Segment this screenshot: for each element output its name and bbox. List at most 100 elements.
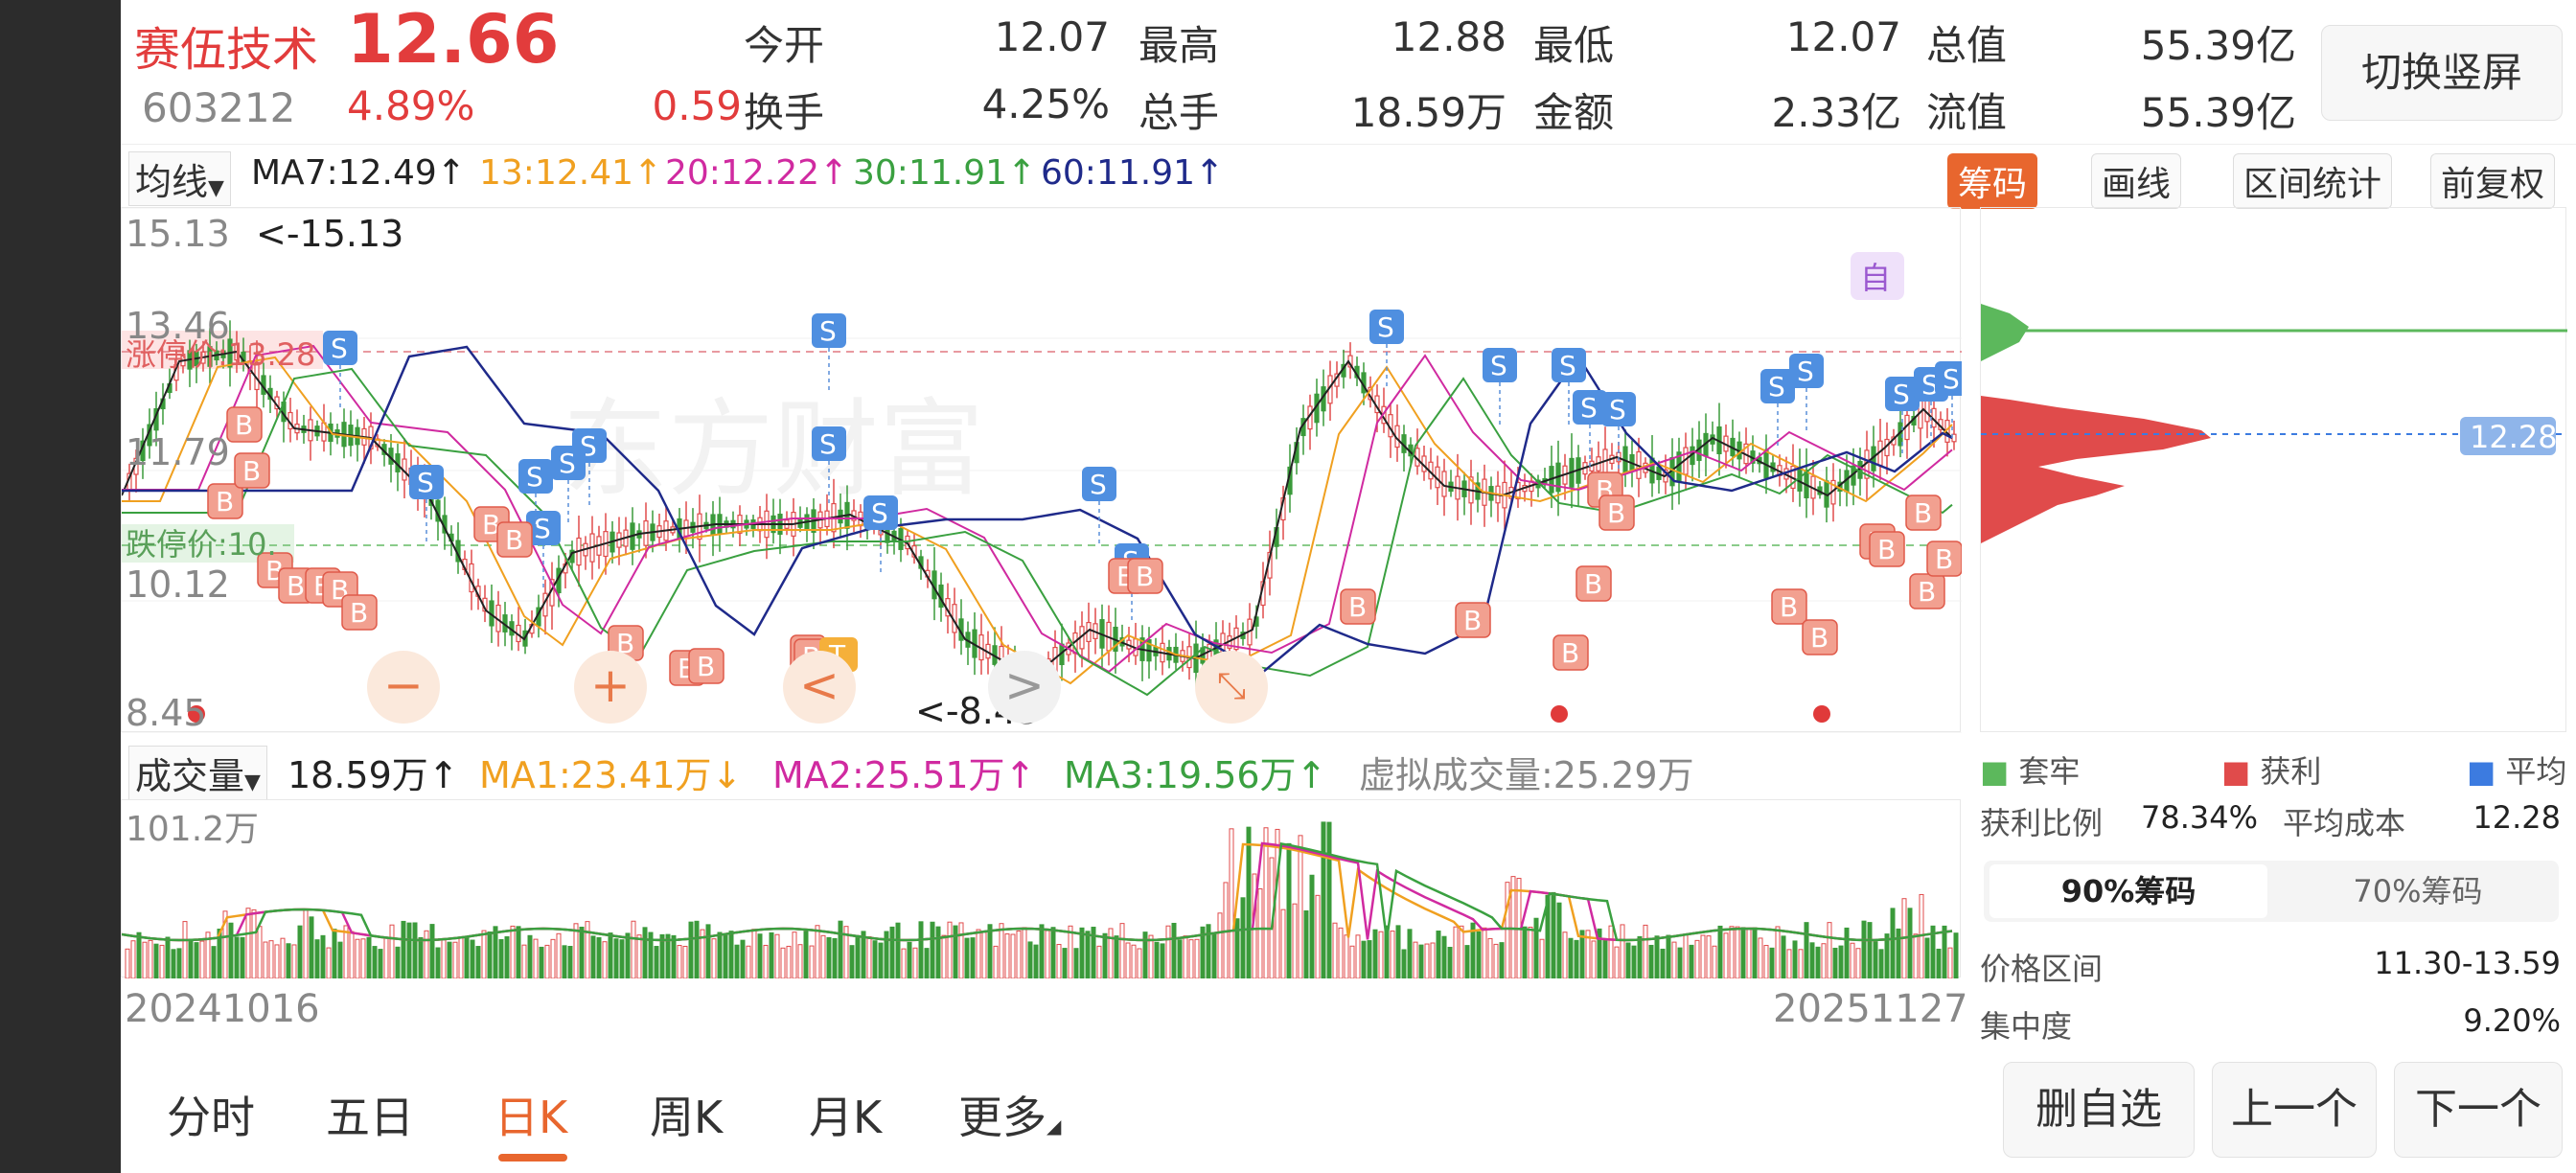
volume-bar — [786, 945, 792, 978]
ma-selector[interactable]: 均线▼ — [128, 151, 231, 206]
custom-tag: 自 — [1860, 260, 1891, 296]
volume-bar — [1165, 925, 1171, 978]
sell-signal — [518, 459, 553, 494]
volume-bar — [1131, 944, 1137, 978]
volume-bar — [751, 929, 757, 978]
previous-stock-button[interactable]: 上一个 — [2212, 1062, 2377, 1158]
virtual-volume: 虚拟成交量:25.29万 — [1359, 754, 1694, 796]
tab-weekly-k[interactable]: 周K — [650, 1092, 724, 1143]
volume-bar — [832, 937, 838, 978]
volume-bar — [1896, 928, 1901, 978]
buy-signal-label: B — [505, 524, 523, 556]
volume-selector[interactable]: 成交量▼ — [128, 746, 267, 800]
buy-signal — [1771, 588, 1807, 625]
buy-signal-label: B — [1561, 637, 1579, 669]
tab-70-chips[interactable]: 70%筹码 — [2353, 873, 2483, 909]
volume-bar — [372, 946, 378, 978]
price-range-value: 11.30-13.59 — [2374, 945, 2561, 981]
volume-bar — [245, 908, 251, 978]
tab-90-chips[interactable]: 90%筹码 — [1990, 864, 2267, 918]
zoom-in-button[interactable]: + — [574, 651, 647, 724]
concentration-value: 9.20% — [2463, 1002, 2561, 1039]
volume-bar — [613, 938, 619, 978]
volume-bar — [452, 941, 458, 978]
volume-bar — [1867, 922, 1873, 978]
volume-bar — [734, 944, 740, 978]
watermark: 东方财富 — [563, 388, 984, 511]
volume-bar — [1832, 947, 1838, 978]
zoom-out-button[interactable]: − — [367, 651, 440, 724]
volume-bar — [964, 937, 970, 978]
volume-bar — [464, 937, 470, 978]
volume-bar — [849, 945, 855, 978]
volume-bar — [1694, 939, 1700, 978]
collapse-icon[interactable]: ⤡ — [1195, 651, 1268, 724]
scroll-left-button[interactable]: < — [783, 651, 856, 724]
volume-ma-line — [122, 842, 1953, 942]
max-price-note: <-15.13 — [256, 213, 403, 255]
volume-bar — [1441, 935, 1447, 978]
volume-bar — [1424, 943, 1430, 978]
volume-bar — [493, 926, 498, 978]
volume-bar — [717, 932, 723, 978]
volume-bar — [1631, 945, 1637, 978]
volume-bar — [1102, 932, 1108, 978]
chip-distribution[interactable]: 12.28 — [1980, 207, 2567, 732]
price-chart[interactable]: 东方财富 SSSSSSSSSSSSSSSSSSSSSBBBBBBBBBBBBBB… — [121, 207, 1962, 733]
volume-bar — [1413, 941, 1418, 978]
sell-signal-label: S — [1943, 363, 1960, 395]
sell-signal-label: S — [534, 513, 551, 544]
remove-watchlist-button[interactable]: 删自选 — [2003, 1062, 2195, 1158]
tab-daily-k[interactable]: 日K — [494, 1092, 568, 1143]
volume-bar — [470, 939, 475, 978]
volume-bar — [924, 948, 930, 978]
buy-signal-label: B — [235, 409, 253, 441]
buy-signal — [1576, 565, 1612, 602]
volume-chart[interactable]: 101.2万 — [121, 799, 1961, 978]
volume-bar — [1395, 925, 1401, 978]
buy-signal — [341, 594, 378, 631]
tab-five-day[interactable]: 五日 — [326, 1092, 414, 1143]
ma60-value: 60:11.91↑ — [1041, 153, 1225, 193]
volume-bar — [475, 946, 481, 978]
volume-bar — [1700, 934, 1706, 978]
tab-monthly-k[interactable]: 月K — [809, 1092, 883, 1143]
volume-bar — [412, 922, 418, 978]
volume-bar — [1654, 935, 1660, 978]
tab-range-stats[interactable]: 区间统计 — [2233, 153, 2393, 209]
tab-chips[interactable]: 筹码 — [1947, 153, 2038, 209]
corner-triangle-icon: ◢ — [1046, 1115, 1062, 1138]
volume-bar — [889, 926, 895, 978]
buy-signal-label: B — [1136, 561, 1154, 592]
volume-bar — [1729, 926, 1735, 978]
switch-portrait-button[interactable]: 切换竖屏 — [2321, 25, 2563, 121]
sell-signal-label: S — [559, 448, 576, 479]
volume-bar — [1781, 935, 1786, 978]
volume-bar — [406, 922, 412, 978]
volume-bar — [1056, 943, 1062, 978]
volume-bar — [838, 920, 843, 978]
volume-bar — [1361, 940, 1367, 978]
volume-bar — [1033, 944, 1039, 978]
volume-bar — [326, 947, 332, 978]
tab-forward-adjust[interactable]: 前复权 — [2430, 153, 2556, 209]
sell-signal — [863, 495, 898, 530]
tab-more[interactable]: 更多◢ — [958, 1092, 1062, 1143]
volume-bar — [1758, 937, 1763, 978]
avg-cost-tag: 12.28 — [2470, 419, 2558, 455]
volume-bar — [1775, 926, 1781, 978]
volume-bar — [1171, 922, 1177, 978]
volume-bar — [1068, 925, 1073, 978]
volume-bar — [297, 925, 303, 978]
buy-signal-label: B — [350, 597, 368, 629]
volume-bar — [1338, 927, 1344, 978]
tab-draw-line[interactable]: 画线 — [2091, 153, 2182, 209]
tab-intraday[interactable]: 分时 — [167, 1092, 255, 1143]
turnover-label: 换手 — [744, 89, 825, 136]
volume-bar — [314, 939, 320, 978]
sell-signal-label: S — [1490, 350, 1507, 381]
volume-bar — [521, 944, 527, 978]
next-stock-button[interactable]: 下一个 — [2394, 1062, 2563, 1158]
sell-signal — [1369, 310, 1404, 344]
scroll-right-button[interactable]: > — [988, 651, 1061, 724]
